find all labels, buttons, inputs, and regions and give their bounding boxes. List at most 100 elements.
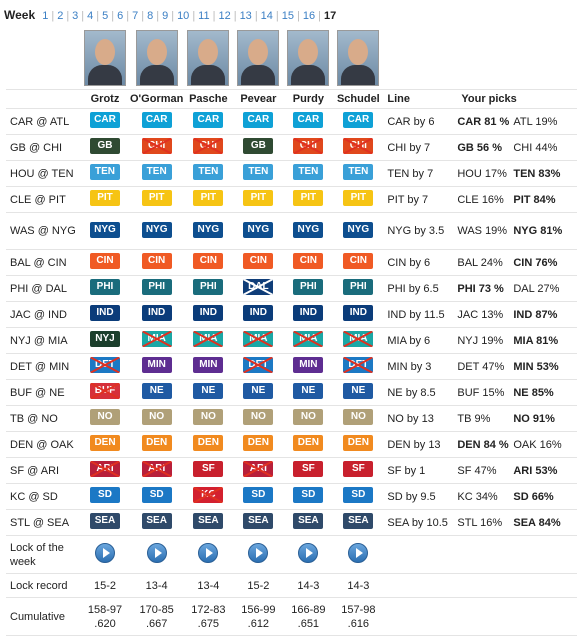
pick-percentage[interactable]: MIA 81% — [513, 334, 559, 347]
lock-play-icon[interactable] — [348, 543, 369, 563]
your-picks-cell: DEN 84 % OAK 16% — [457, 431, 578, 458]
pick-percentage[interactable]: PIT 84% — [513, 193, 556, 206]
table-row: SF @ ARI ARI ARI SF ARI SF SF SF by 1 SF 47% ARI … — [6, 457, 578, 484]
cumulative-pct: .667 — [145, 617, 168, 630]
team-pick-badge: MIA — [243, 331, 274, 347]
week-link-15[interactable]: 15 — [281, 10, 295, 22]
team-pick-badge: SEA — [343, 513, 374, 529]
lock-play-icon[interactable] — [248, 543, 269, 563]
betting-line: SD by 9.5 — [383, 483, 458, 510]
week-link-3[interactable]: 3 — [72, 10, 79, 22]
team-pick-badge: NYG — [141, 221, 172, 238]
pick-percentage[interactable]: HOU 17% — [457, 167, 507, 180]
team-pick-badge: ARI — [243, 461, 274, 477]
week-link-12[interactable]: 12 — [218, 10, 231, 22]
pick-percentage[interactable]: WAS 19% — [457, 225, 508, 237]
table-row: BAL @ CIN CIN CIN CIN CIN CIN CIN CIN by 6 BAL 2… — [6, 249, 578, 276]
team-pick-badge: CAR — [193, 112, 224, 128]
your-picks-cell: BAL 24% CIN 76% — [457, 249, 578, 276]
team-pick-badge: NYG — [343, 221, 374, 238]
week-link-11[interactable]: 11 — [198, 10, 210, 22]
team-pick-badge: NO — [343, 409, 374, 425]
week-link-2[interactable]: 2 — [57, 10, 64, 22]
your-picks-cell: WAS 19% NYG 81% — [457, 212, 578, 250]
lock-play-icon[interactable] — [95, 543, 115, 563]
week-link-7[interactable]: 7 — [132, 10, 139, 22]
your-picks-cell: HOU 17% TEN 83% — [457, 160, 578, 187]
game-label: CLE @ PIT — [6, 186, 80, 213]
picker-name: Pasche — [183, 89, 234, 109]
your-picks-cell: CAR 81 % ATL 19% — [457, 108, 578, 135]
pick-percentage[interactable]: OAK 16% — [513, 438, 562, 451]
pick-percentage[interactable]: CAR 81 % — [457, 115, 510, 128]
team-pick-badge: ARI — [141, 461, 172, 477]
pick-percentage[interactable]: DET 47% — [457, 360, 505, 373]
pick-percentage[interactable]: TB 9% — [457, 412, 491, 425]
team-pick-badge: DET — [90, 357, 120, 373]
pick-percentage[interactable]: BAL 24% — [457, 256, 503, 269]
team-pick-badge: NYG — [193, 221, 224, 238]
pick-percentage[interactable]: DEN 84 % — [457, 438, 509, 451]
week-link-13[interactable]: 13 — [239, 10, 252, 22]
week-link-4[interactable]: 4 — [87, 10, 94, 22]
pick-percentage[interactable]: KC 34% — [457, 490, 498, 503]
pick-percentage[interactable]: MIN 53% — [513, 360, 559, 373]
week-link-8[interactable]: 8 — [147, 10, 154, 22]
photo-ogorman — [130, 30, 184, 90]
week-link-14[interactable]: 14 — [260, 10, 273, 22]
team-pick-badge: DET — [243, 357, 274, 373]
pick-percentage[interactable]: ATL 19% — [513, 115, 558, 128]
pick-percentage[interactable]: BUF 15% — [457, 386, 505, 399]
team-pick-badge: MIA — [343, 331, 374, 347]
pick-percentage[interactable]: NYJ 19% — [457, 334, 504, 347]
your-picks-header: Your picks — [457, 89, 578, 109]
pick-percentage[interactable]: PHI 73 % — [457, 282, 504, 295]
pick-percentage[interactable]: GB 56 % — [457, 141, 502, 154]
lock-play-icon[interactable] — [146, 543, 167, 563]
team-pick-badge: NYG — [90, 221, 120, 238]
team-pick-badge: MIN — [141, 357, 172, 373]
team-pick-badge: DEN — [293, 435, 324, 451]
week-link-9[interactable]: 9 — [162, 10, 169, 22]
pick-percentage[interactable]: NE 85% — [513, 386, 554, 399]
pick-percentage[interactable]: NYG 81% — [513, 225, 563, 237]
photo-pasche — [183, 30, 234, 90]
game-label: PHI @ DAL — [6, 275, 80, 302]
cumulative-label: Cumulative — [6, 597, 80, 636]
line-header: Line — [383, 89, 458, 109]
week-link-1[interactable]: 1 — [42, 10, 49, 22]
pick-percentage[interactable]: ARI 53% — [513, 464, 558, 477]
betting-line: NE by 8.5 — [383, 379, 458, 406]
team-pick-badge: PHI — [141, 279, 172, 295]
pick-percentage[interactable]: CIN 76% — [513, 256, 558, 269]
team-pick-badge: CAR — [293, 112, 324, 128]
week-link-16[interactable]: 16 — [302, 10, 316, 22]
pick-percentage[interactable]: TEN 83% — [513, 167, 561, 180]
pick-percentage[interactable]: CLE 16% — [457, 193, 504, 206]
pick-percentage[interactable]: SF 47% — [457, 464, 497, 477]
week-link-6[interactable]: 6 — [117, 10, 124, 22]
game-label: GB @ CHI — [6, 134, 80, 161]
week-link-10[interactable]: 10 — [177, 10, 190, 22]
lock-play-icon[interactable] — [198, 543, 219, 563]
pick-percentage[interactable]: CHI 44% — [513, 141, 558, 154]
pick-percentage[interactable]: DAL 27% — [513, 282, 560, 295]
pick-percentage[interactable]: JAC 13% — [457, 308, 504, 321]
pick-percentage[interactable]: SD 66% — [513, 490, 554, 503]
your-picks-cell: NYJ 19% MIA 81% — [457, 327, 578, 354]
pick-percentage[interactable]: NO 91% — [513, 412, 555, 425]
betting-line: NO by 13 — [383, 405, 458, 432]
lock-play-icon[interactable] — [298, 543, 319, 563]
pick-percentage[interactable]: SEA 84% — [513, 516, 561, 529]
pick-percentage[interactable]: STL 16% — [457, 516, 503, 529]
team-pick-badge: SD — [343, 487, 374, 503]
lock-label: Lock of the week — [6, 535, 80, 574]
team-pick-badge: DEN — [193, 435, 224, 451]
week-link-5[interactable]: 5 — [102, 10, 109, 22]
team-pick-badge: SEA — [141, 513, 172, 529]
betting-line: MIN by 3 — [383, 353, 458, 380]
lock-of-week-row: Lock of the week — [6, 535, 578, 574]
pick-percentage[interactable]: IND 87% — [513, 308, 558, 321]
team-pick-badge: SEA — [90, 513, 120, 529]
team-pick-badge: MIA — [141, 331, 172, 347]
